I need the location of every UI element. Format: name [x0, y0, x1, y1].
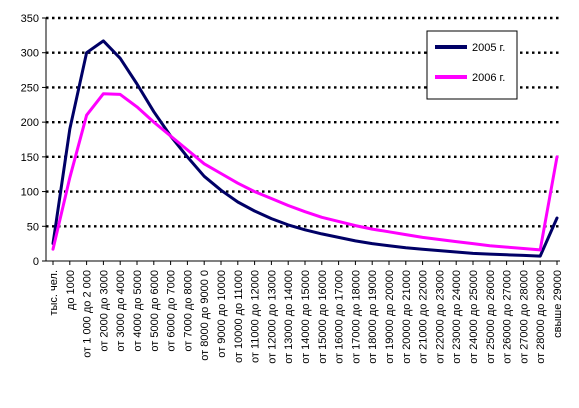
x-tick-label: от 5000 до 6000: [149, 270, 161, 352]
x-tick-label: до 1000: [65, 270, 77, 310]
y-tick-label-300: 300: [21, 48, 39, 60]
y-tick-label-350: 350: [21, 13, 39, 25]
x-tick-label: от 15000 до 16000: [317, 270, 329, 364]
x-tick-label: от 13000 до 14000: [283, 270, 295, 364]
x-tick-label: от 28000 до 29000: [535, 270, 547, 364]
series-line-0: [51, 39, 559, 258]
x-tick-label: от 16000 до 17000: [334, 270, 346, 364]
x-tick-label: от 17000 до 18000: [350, 270, 362, 364]
x-tick-label: от 2000 до 3000: [98, 270, 110, 352]
x-tick-label: от 23000 до 24000: [451, 270, 463, 364]
x-tick-label: от 3000 до 4000: [115, 270, 127, 352]
axes: [42, 17, 560, 265]
y-tick-labels: 0 50 100 150 200 250 300 350: [21, 13, 39, 268]
x-tick-label: от 10000 до 11000: [233, 270, 245, 363]
series-lines: [51, 39, 559, 258]
x-tick-label: от 25000 до 26000: [485, 270, 497, 364]
legend-label-0: 2005 г.: [472, 42, 505, 54]
x-tick-label: от 20000 до 21000: [401, 270, 413, 364]
series-line-1: [51, 92, 559, 252]
x-tick-label: от 6000 до 7000: [166, 270, 178, 352]
legend-label-1: 2006 г.: [472, 72, 505, 84]
x-tick-label: тыс. чел.: [48, 270, 60, 316]
x-tick-label: от 14000 до 15000: [300, 270, 312, 364]
y-tick-label-150: 150: [21, 152, 39, 164]
x-tick-label: от 7000 до 8000: [182, 270, 194, 352]
x-tick-label: от 26000 до 27000: [502, 270, 514, 364]
y-tick-label-250: 250: [21, 82, 39, 94]
x-tick-label: от 8000 до 9000 0: [199, 270, 211, 361]
x-tick-label: свыше 29000: [552, 270, 564, 338]
legend-box: [426, 30, 518, 100]
x-tick-label: от 12000 до 13000: [266, 270, 278, 364]
x-tick-label: от 18000 до 19000: [367, 270, 379, 364]
x-tick-label: от 21000 до 22000: [418, 270, 430, 364]
y-tick-label-200: 200: [21, 117, 39, 129]
x-tick-label: от 4000 до 5000: [132, 270, 144, 352]
x-tick-label: от 9000 до 10000: [216, 270, 228, 358]
legend: 2005 г. 2006 г.: [426, 30, 518, 100]
x-tick-labels: тыс. чел. до 1000 от 1 000 до 2 000 от 2000…: [48, 270, 564, 364]
x-tick-label: от 27000 до 28000: [518, 270, 530, 364]
y-tick-label-0: 0: [33, 256, 39, 268]
x-tick-label: от 1 000 до 2 000: [82, 270, 94, 358]
y-tick-label-100: 100: [21, 187, 39, 199]
y-tick-label-50: 50: [27, 221, 39, 233]
x-tick-label: от 22000 до 23000: [434, 270, 446, 364]
x-tick-label: от 24000 до 25000: [468, 270, 480, 364]
x-tick-label: от 19000 до 20000: [384, 270, 396, 364]
x-tick-label: от 11000 до 12000: [250, 270, 262, 363]
